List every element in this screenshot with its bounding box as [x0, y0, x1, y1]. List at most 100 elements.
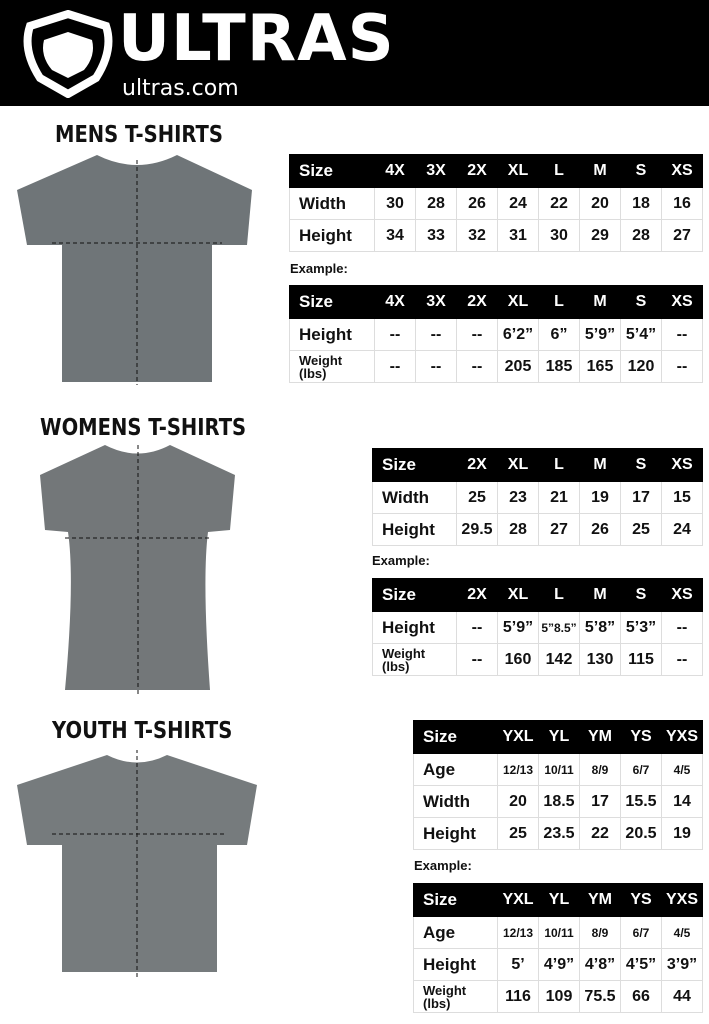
table-cell: 6’2” [497, 318, 539, 351]
table-cell: 3X [415, 154, 457, 188]
table-cell: 4’9” [538, 948, 580, 981]
table-cell: 33 [415, 219, 457, 252]
table-cell: 8/9 [579, 753, 621, 786]
table-cell: 10/11 [538, 916, 580, 949]
mens-title: MENS T-SHIRTS [55, 122, 223, 148]
table-cell: -- [661, 643, 703, 676]
mens-example-label: Example: [290, 261, 348, 276]
table-cell: M [579, 448, 621, 482]
table-cell: -- [415, 318, 457, 351]
table-cell: 4/5 [661, 753, 703, 786]
table-cell: 29 [579, 219, 621, 252]
table-cell: -- [456, 611, 498, 644]
table-cell: 17 [620, 481, 662, 514]
table-cell: YXL [497, 883, 539, 917]
table-cell: 2X [456, 285, 498, 319]
table-cell: 27 [538, 513, 580, 546]
womens-example-table: Size 2X XL L M S XS Height -- 5’9” 5”8.5” 5’8” 5’3” -… [372, 578, 703, 676]
table-cell: 16 [661, 187, 703, 220]
table-cell: YM [579, 720, 621, 754]
mens-size-table: Size 4X 3X 2X XL L M S XS Width 30 28 26 24 22 20 18 16 He… [289, 154, 703, 252]
table-cell: 30 [538, 219, 580, 252]
table-cell: 160 [497, 643, 539, 676]
table-cell: S [620, 448, 662, 482]
table-cell: 2X [456, 448, 498, 482]
table-cell: 25 [620, 513, 662, 546]
table-cell: XS [661, 154, 703, 188]
row-label: Size [372, 578, 457, 612]
row-label: Height [289, 318, 375, 351]
table-header-row: Size YXL YL YM YS YXS [413, 720, 703, 754]
table-row: Weight (lbs) -- 160 142 130 115 -- [372, 643, 703, 676]
table-cell: S [620, 285, 662, 319]
table-cell: 185 [538, 350, 580, 383]
table-cell: 6/7 [620, 753, 662, 786]
table-cell: 27 [661, 219, 703, 252]
row-label: Width [289, 187, 375, 220]
header-banner: ULTRAS ultras.com [0, 0, 709, 106]
table-cell: -- [415, 350, 457, 383]
table-cell: 5’9” [579, 318, 621, 351]
table-cell: 23 [497, 481, 539, 514]
table-cell: M [579, 154, 621, 188]
table-cell: 15 [661, 481, 703, 514]
table-cell: 18 [620, 187, 662, 220]
table-cell: 34 [374, 219, 416, 252]
table-cell: 28 [620, 219, 662, 252]
table-cell: 15.5 [620, 785, 662, 818]
table-cell: 23.5 [538, 817, 580, 850]
table-header-row: Size 4X 3X 2X XL L M S XS [289, 154, 703, 188]
table-cell: 25 [456, 481, 498, 514]
table-row: Age 12/13 10/11 8/9 6/7 4/5 [413, 753, 703, 786]
table-cell: -- [661, 318, 703, 351]
row-label: Width [372, 481, 457, 514]
table-cell: 10/11 [538, 753, 580, 786]
table-cell: 26 [456, 187, 498, 220]
table-cell: 22 [579, 817, 621, 850]
table-cell: 5’9” [497, 611, 539, 644]
table-cell: 109 [538, 980, 580, 1013]
table-row: Weight (lbs) 116 109 75.5 66 44 [413, 980, 703, 1013]
table-cell: 21 [538, 481, 580, 514]
table-row: Weight (lbs) -- -- -- 205 185 165 120 -- [289, 350, 703, 383]
row-label: Size [372, 448, 457, 482]
table-cell: 6/7 [620, 916, 662, 949]
table-cell: 20.5 [620, 817, 662, 850]
table-cell: 115 [620, 643, 662, 676]
table-row: Height -- 5’9” 5”8.5” 5’8” 5’3” -- [372, 611, 703, 644]
table-cell: 2X [456, 578, 498, 612]
table-row: Age 12/13 10/11 8/9 6/7 4/5 [413, 916, 703, 949]
table-cell: M [579, 285, 621, 319]
table-cell: YM [579, 883, 621, 917]
table-row: Height 25 23.5 22 20.5 19 [413, 817, 703, 850]
table-cell: YXS [661, 883, 703, 917]
table-header-row: Size 2X XL L M S XS [372, 578, 703, 612]
table-cell: 28 [497, 513, 539, 546]
table-cell: 14 [661, 785, 703, 818]
brand-url: ultras.com [122, 76, 239, 101]
row-label: Weight (lbs) [289, 350, 375, 383]
table-cell: 66 [620, 980, 662, 1013]
table-cell: 142 [538, 643, 580, 676]
table-cell: 12/13 [497, 753, 539, 786]
table-cell: YXL [497, 720, 539, 754]
table-cell: -- [456, 643, 498, 676]
youth-tshirt-image [17, 750, 257, 978]
table-cell: YL [538, 883, 580, 917]
table-cell: 3X [415, 285, 457, 319]
table-cell: 3’9” [661, 948, 703, 981]
table-row: Height -- -- -- 6’2” 6” 5’9” 5’4” -- [289, 318, 703, 351]
table-cell: YXS [661, 720, 703, 754]
table-cell: -- [374, 350, 416, 383]
table-row: Height 29.5 28 27 26 25 24 [372, 513, 703, 546]
mens-tshirt-image [17, 155, 252, 385]
table-cell: 4/5 [661, 916, 703, 949]
table-cell: L [538, 448, 580, 482]
table-cell: 17 [579, 785, 621, 818]
womens-tshirt-image [40, 445, 235, 695]
table-cell: 6” [538, 318, 580, 351]
row-label: Weight (lbs) [413, 980, 498, 1013]
row-label: Size [289, 285, 375, 319]
table-cell: 5’3” [620, 611, 662, 644]
table-cell: 120 [620, 350, 662, 383]
